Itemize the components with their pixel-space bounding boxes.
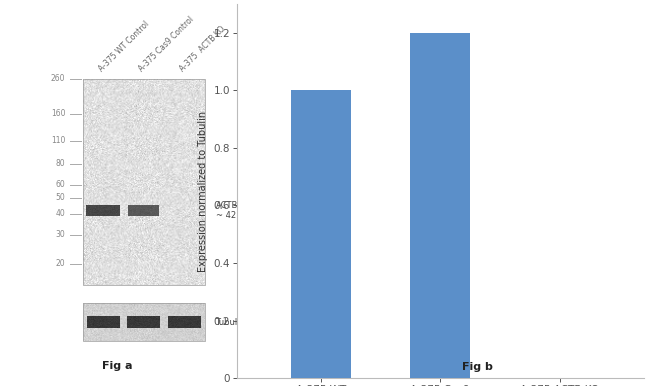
Text: 80: 80 (56, 159, 65, 168)
Text: Fig a: Fig a (102, 361, 133, 371)
Bar (410, 33, 470, 378)
Bar (291, 90, 350, 378)
Text: ACTB
~ 42 kDa: ACTB ~ 42 kDa (216, 201, 255, 220)
Text: 30: 30 (55, 230, 65, 239)
Text: 20: 20 (56, 259, 65, 268)
Text: 40: 40 (55, 209, 65, 218)
Text: 60: 60 (55, 180, 65, 189)
Text: A-375  ACTB KO: A-375 ACTB KO (178, 24, 227, 73)
Text: 110: 110 (51, 136, 65, 146)
Text: Fig b: Fig b (462, 362, 493, 372)
Text: 260: 260 (51, 74, 65, 83)
Bar (83, 79, 205, 285)
Text: 160: 160 (51, 109, 65, 118)
Bar (83, 303, 205, 341)
Text: 50: 50 (55, 193, 65, 202)
Y-axis label: Expression normalized to Tubulin: Expression normalized to Tubulin (198, 110, 208, 272)
Text: A-375 Cas9 Control: A-375 Cas9 Control (137, 14, 196, 73)
Text: A-375 WT Control: A-375 WT Control (97, 19, 151, 73)
Text: Tubulin: Tubulin (216, 318, 246, 327)
